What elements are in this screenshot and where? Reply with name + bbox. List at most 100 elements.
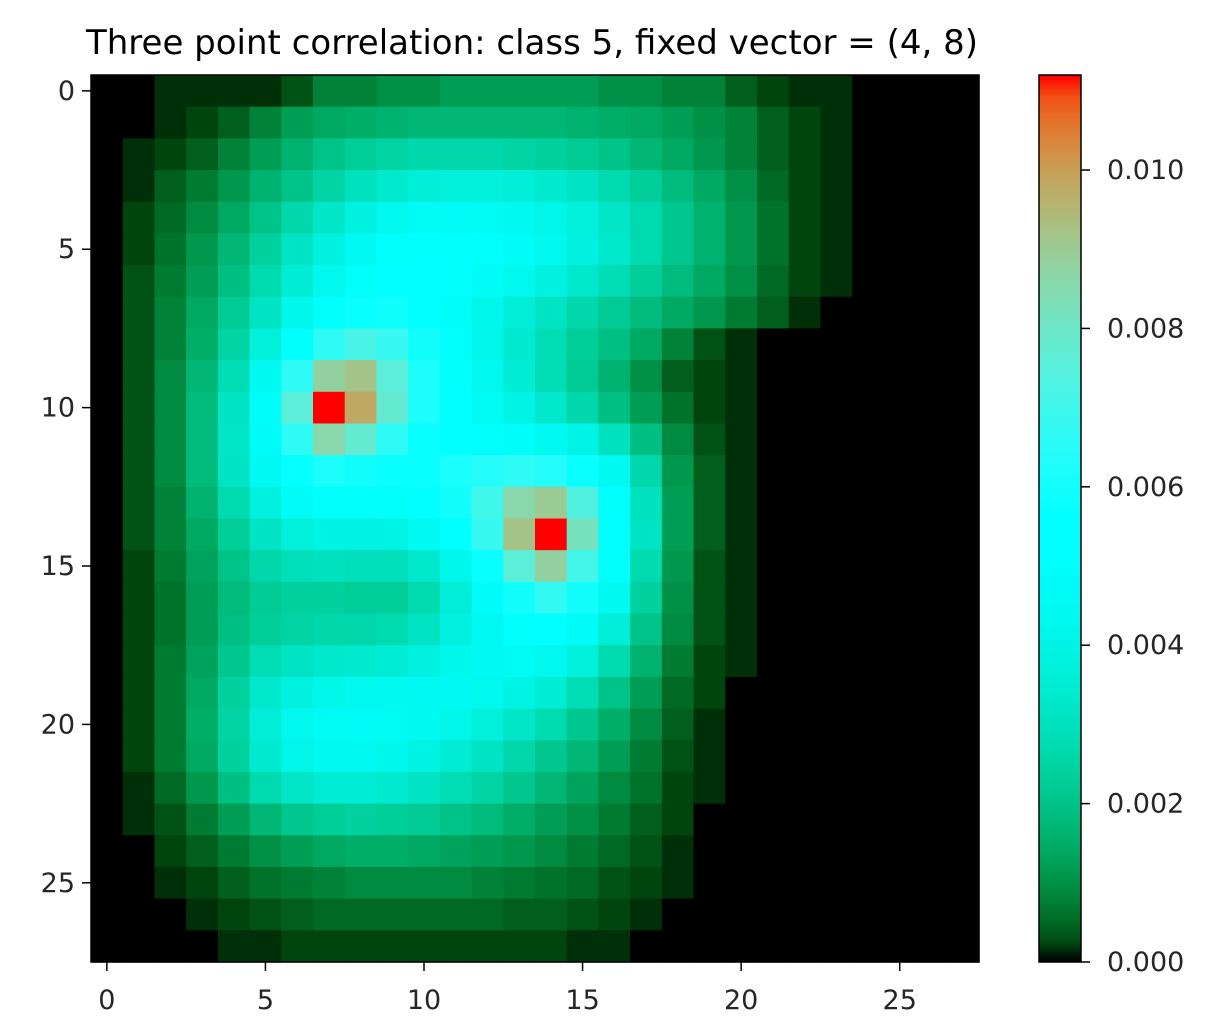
heatmap-cell: [376, 708, 409, 741]
heatmap-cell: [408, 201, 441, 234]
heatmap-cell: [186, 645, 219, 678]
heatmap-cell: [408, 455, 441, 488]
heatmap-cell: [249, 265, 282, 298]
heatmap-cell: [535, 866, 568, 900]
heatmap-cell: [598, 518, 631, 551]
heatmap-cell: [408, 708, 441, 741]
heatmap-cell: [186, 106, 219, 139]
heatmap-cell: [281, 581, 314, 615]
heatmap-cell: [344, 360, 378, 393]
heatmap-cell: [820, 360, 853, 393]
heatmap-cell: [408, 75, 441, 108]
heatmap-cell: [852, 550, 885, 583]
heatmap-cell: [249, 835, 282, 868]
heatmap-cell: [122, 835, 156, 868]
heatmap-cell: [439, 581, 473, 615]
heatmap-cell: [535, 581, 568, 615]
heatmap-cell: [820, 328, 853, 361]
heatmap-cell: [313, 803, 346, 836]
heatmap-cell: [915, 138, 948, 171]
heatmap-cell: [947, 550, 980, 583]
x-tick-label: 0: [98, 985, 115, 1016]
heatmap-cell: [820, 391, 853, 425]
heatmap-cell: [535, 391, 568, 425]
heatmap-cell: [313, 866, 346, 900]
heatmap-cell: [186, 265, 219, 298]
heatmap-cell: [154, 265, 187, 298]
heatmap-cell: [883, 391, 917, 425]
heatmap-cell: [852, 518, 885, 551]
heatmap-cell: [725, 581, 758, 615]
heatmap-cell: [630, 296, 663, 330]
heatmap-cell: [915, 518, 948, 551]
heatmap-cell: [122, 486, 156, 520]
heatmap-cell: [883, 423, 917, 456]
heatmap-cell: [154, 803, 187, 836]
heatmap-cell: [566, 265, 600, 298]
heatmap-cell: [566, 645, 600, 678]
heatmap-cell: [947, 771, 980, 805]
heatmap-cell: [947, 676, 980, 710]
heatmap-cell: [915, 170, 948, 203]
heatmap-cell: [788, 550, 822, 583]
heatmap-cell: [408, 233, 441, 266]
heatmap-cell: [249, 75, 282, 108]
heatmap-cell: [566, 455, 600, 488]
heatmap-cell: [661, 328, 695, 361]
heatmap-cell: [186, 740, 219, 773]
heatmap-cell: [217, 613, 251, 646]
heatmap-cell: [122, 708, 156, 741]
heatmap-cell: [693, 423, 726, 456]
heatmap-cell: [661, 740, 695, 773]
heatmap-cell: [439, 645, 473, 678]
heatmap-cell: [217, 233, 251, 266]
heatmap-cell: [91, 75, 124, 108]
heatmap-cell: [439, 455, 473, 488]
heatmap-cell: [630, 170, 663, 203]
heatmap-cell: [661, 455, 695, 488]
heatmap-cell: [630, 803, 663, 836]
heatmap-cell: [883, 233, 917, 266]
heatmap-cell: [852, 265, 885, 298]
heatmap-cell: [344, 930, 378, 963]
heatmap-cell: [344, 581, 378, 615]
heatmap-cell: [91, 771, 124, 805]
heatmap-cell: [91, 328, 124, 361]
heatmap-cell: [661, 550, 695, 583]
heatmap-cell: [376, 930, 409, 963]
heatmap-cell: [757, 835, 790, 868]
heatmap-cell: [630, 391, 663, 425]
heatmap-cell: [281, 613, 314, 646]
heatmap-cell: [471, 296, 504, 330]
heatmap-cell: [344, 898, 378, 931]
heatmap-cell: [344, 550, 378, 583]
heatmap-cell: [281, 455, 314, 488]
heatmap-cell: [249, 645, 282, 678]
heatmap-cell: [852, 75, 885, 108]
x-tick-label: 10: [407, 985, 441, 1016]
heatmap-cell: [154, 676, 187, 710]
heatmap-cell: [313, 138, 346, 171]
heatmap-cell: [661, 866, 695, 900]
heatmap-cell: [693, 771, 726, 805]
heatmap-cell: [947, 645, 980, 678]
heatmap-cell: [122, 233, 156, 266]
heatmap-cell: [598, 898, 631, 931]
heatmap-cell: [217, 328, 251, 361]
heatmap-cell: [725, 360, 758, 393]
heatmap-cell: [249, 170, 282, 203]
heatmap-cell: [344, 201, 378, 234]
heatmap-cell: [281, 771, 314, 805]
heatmap-cell: [408, 106, 441, 139]
heatmap-cell: [788, 676, 822, 710]
heatmap-cell: [915, 201, 948, 234]
heatmap-cell: [852, 613, 885, 646]
heatmap-cell: [661, 265, 695, 298]
heatmap-cell: [566, 740, 600, 773]
heatmap-cell: [439, 930, 473, 963]
colorbar-tick-label: 0.008: [1107, 313, 1184, 344]
heatmap-cell: [408, 645, 441, 678]
heatmap-cell: [630, 486, 663, 520]
heatmap-cell: [915, 645, 948, 678]
heatmap-cell: [344, 296, 378, 330]
